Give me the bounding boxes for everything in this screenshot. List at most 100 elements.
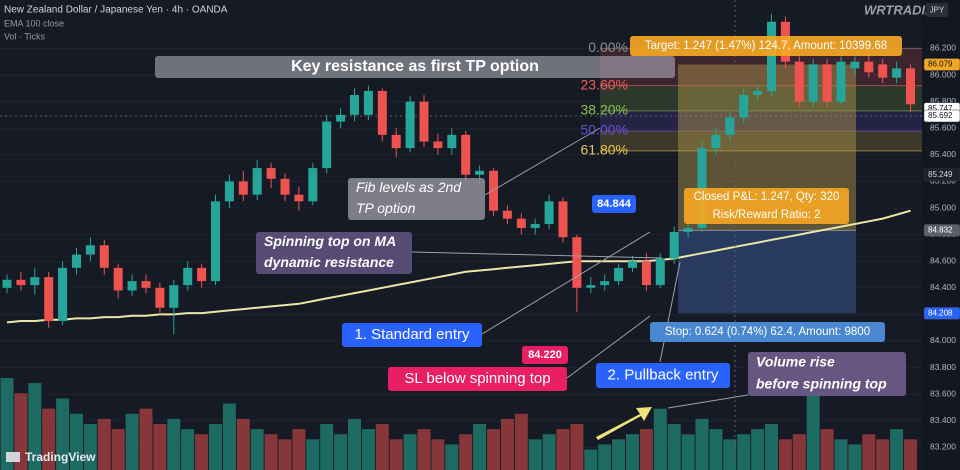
candle-body	[475, 170, 485, 175]
candle-body	[377, 90, 387, 135]
volume-bar	[375, 424, 389, 470]
volume-bar	[487, 429, 500, 470]
price-label-bg	[923, 224, 960, 237]
candle-body	[864, 61, 874, 73]
connector	[566, 315, 651, 379]
price-label: 85.249	[928, 170, 953, 179]
y-tick-label: 86.200	[930, 43, 956, 53]
volume-bar	[500, 418, 514, 470]
candle-body	[711, 134, 721, 149]
volume-bar	[695, 418, 709, 470]
candle-body	[322, 121, 332, 169]
volume	[0, 378, 917, 470]
candle-body	[808, 64, 818, 102]
candle-body	[794, 61, 804, 102]
candle-body	[669, 231, 679, 259]
fib-note-box	[348, 178, 485, 220]
volume-bar	[264, 434, 278, 470]
volume-bar	[473, 424, 487, 470]
volume-bar	[153, 424, 167, 470]
candle-body	[516, 218, 526, 228]
candle-body	[767, 21, 776, 91]
candles	[2, 13, 915, 335]
volume-bar	[361, 429, 375, 470]
volume-bar	[681, 434, 695, 470]
volume-bar	[320, 424, 334, 470]
spinning-top-box	[256, 232, 412, 274]
connector	[484, 127, 601, 196]
y-tick-label: 85.800	[930, 96, 956, 106]
volume-bar	[806, 393, 820, 470]
fib-label: 61.80%	[581, 142, 628, 158]
marker-box	[592, 195, 636, 213]
candle-body	[655, 258, 665, 286]
price-label-bg	[923, 109, 960, 123]
volume-bar	[904, 439, 917, 470]
volume-bar	[612, 439, 626, 470]
volume-bar	[0, 378, 14, 470]
volume-bar	[834, 439, 848, 470]
connector	[659, 261, 681, 363]
fib-band	[600, 130, 922, 151]
volume-bar	[751, 429, 765, 470]
volume-bar	[181, 429, 195, 470]
spinning-top-text: Spinning top on MA	[264, 233, 396, 249]
candle-body	[892, 68, 902, 78]
pnl-text: Risk/Reward Ratio: 2	[712, 209, 820, 221]
candle-body	[906, 68, 915, 105]
volume-bar	[765, 424, 778, 470]
brand-logo: TradingView	[6, 450, 96, 464]
candle-body	[628, 261, 637, 268]
volume-bar	[542, 434, 556, 470]
connector	[481, 231, 651, 335]
volume-bar	[778, 439, 792, 470]
fib-label: 0.00%	[588, 39, 628, 55]
price-label: 86.079	[928, 60, 953, 69]
indicator-label: Vol · Ticks	[4, 31, 46, 41]
candle-body	[836, 61, 846, 102]
volume-rise-text: before spinning top	[756, 376, 887, 392]
candle-body	[72, 254, 81, 268]
pnl-text: Closed P&L: 1.247, Qty: 320	[694, 191, 840, 203]
candle-body	[238, 181, 248, 195]
candle-body	[127, 281, 137, 291]
volume-bar	[278, 439, 292, 470]
volume-bar	[737, 434, 751, 470]
volume-bar	[709, 429, 723, 470]
fib-bands	[600, 47, 922, 152]
spinning-top-text: dynamic resistance	[264, 254, 394, 270]
volume-bar	[250, 429, 264, 470]
candle-body	[16, 279, 26, 286]
candle-body	[155, 287, 165, 308]
candle-body	[433, 141, 443, 149]
volume-bar	[556, 429, 570, 470]
candle-body	[336, 114, 346, 122]
key-resistance-box	[155, 56, 675, 78]
candle-body	[405, 101, 415, 149]
candle-body	[683, 227, 693, 232]
price-label: 85.747	[928, 104, 953, 113]
y-tick-label: 83.800	[930, 362, 956, 372]
candle-body	[141, 281, 151, 288]
currency: JPY	[930, 6, 945, 15]
candle-body	[572, 237, 582, 288]
volume-bar	[139, 408, 153, 470]
volume-bar	[236, 418, 250, 470]
fib-label: 38.20%	[581, 102, 628, 118]
volume-bar	[417, 429, 431, 470]
y-tick-label: 84.600	[930, 255, 956, 265]
volume-bar	[195, 434, 209, 470]
volume-bar	[111, 429, 125, 470]
connector	[411, 251, 663, 259]
fib-band	[600, 85, 922, 111]
candle-body	[44, 277, 54, 322]
candle-body	[739, 94, 749, 118]
volume-bar	[97, 418, 111, 470]
candle-body	[600, 281, 610, 286]
candle-body	[363, 90, 373, 115]
candle-body	[85, 245, 95, 255]
volume-bar	[626, 434, 639, 470]
volume-bar	[125, 413, 139, 470]
